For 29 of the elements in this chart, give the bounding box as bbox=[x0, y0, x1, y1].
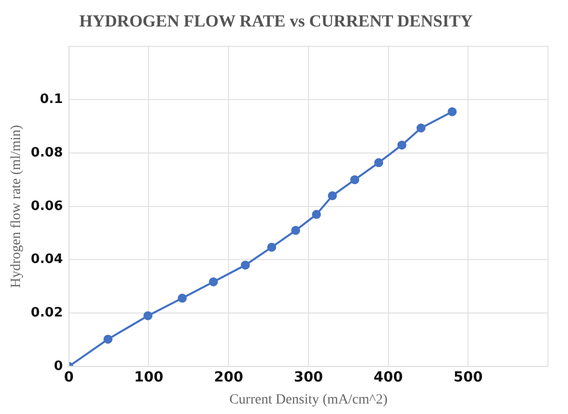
chart-title: HYDROGEN FLOW RATE vs CURRENT DENSITY bbox=[79, 12, 473, 31]
point bbox=[416, 124, 426, 132]
x-tick-label: 0 bbox=[64, 369, 74, 386]
x-tick-label: 100 bbox=[134, 369, 164, 386]
point bbox=[143, 311, 152, 320]
y-tick-label: 0.04 bbox=[30, 252, 63, 268]
x-tick-label: 500 bbox=[454, 369, 484, 386]
point bbox=[291, 226, 300, 235]
point bbox=[208, 277, 218, 286]
point bbox=[397, 140, 406, 150]
y-tick-label: 0.02 bbox=[30, 305, 63, 320]
point bbox=[448, 107, 457, 116]
x-tick-label: 300 bbox=[294, 369, 324, 386]
point bbox=[104, 334, 113, 344]
y-tick-label: 0 bbox=[54, 358, 63, 374]
point bbox=[350, 175, 360, 184]
point bbox=[178, 294, 187, 303]
y-tick-label: 0.1 bbox=[40, 92, 63, 108]
y-axis-title: Hydrogen flow rate (ml/min) bbox=[9, 124, 24, 288]
point bbox=[312, 210, 321, 219]
x-tick-label: 200 bbox=[214, 369, 244, 386]
y-tick-label: 0.06 bbox=[30, 198, 63, 214]
point bbox=[374, 158, 384, 168]
x-tick-label: 400 bbox=[374, 369, 404, 386]
x-axis-title: Current Density (mA/cm^2) bbox=[229, 392, 388, 408]
point bbox=[328, 191, 337, 200]
point bbox=[240, 260, 250, 270]
y-tick-label: 0.08 bbox=[30, 145, 63, 160]
point bbox=[267, 242, 276, 252]
